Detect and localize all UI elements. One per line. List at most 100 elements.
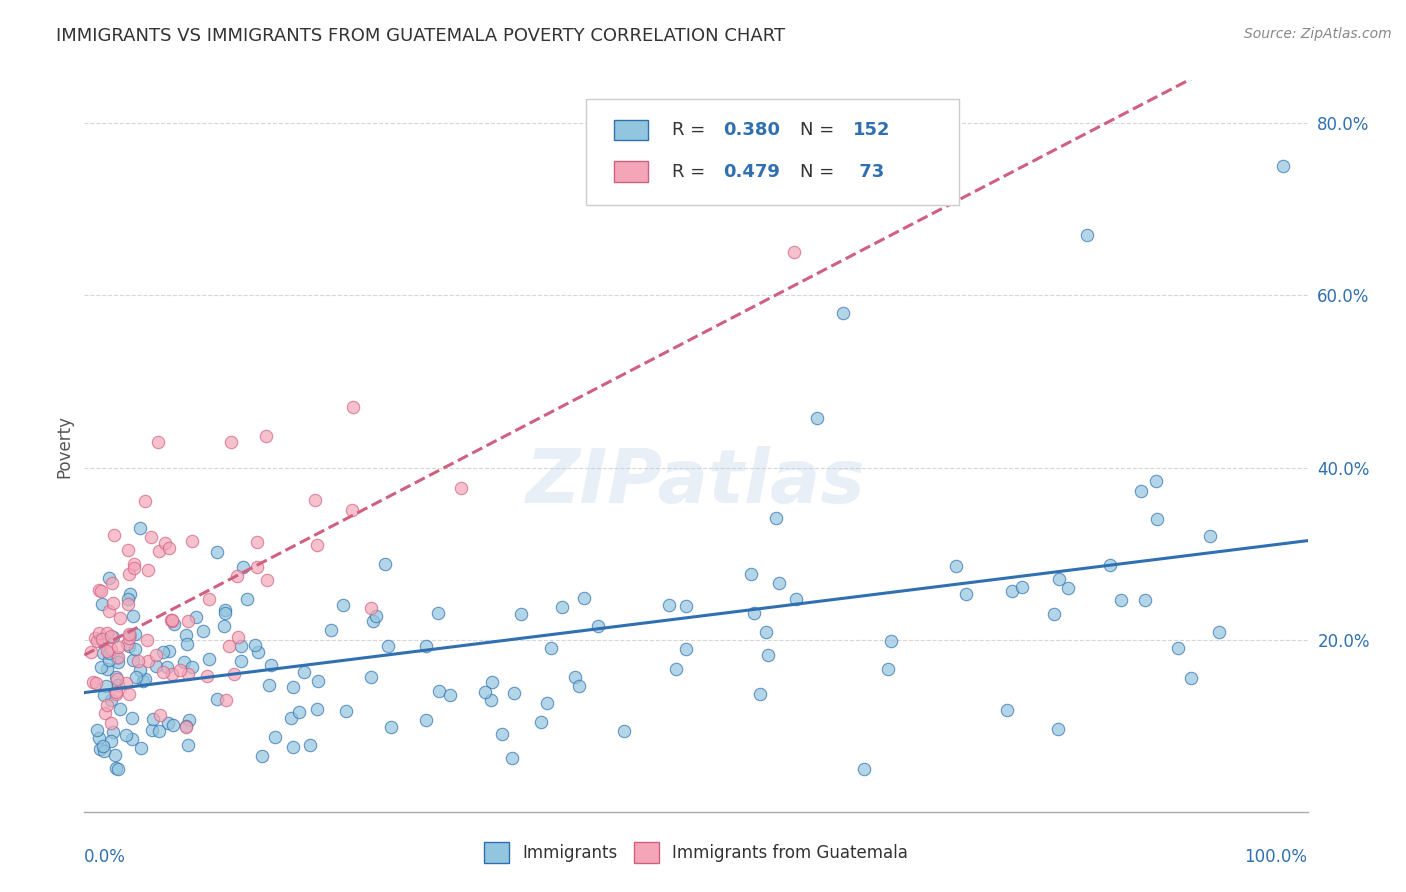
Point bbox=[160, 613, 183, 627]
Point bbox=[122, 557, 145, 571]
Point bbox=[503, 686, 526, 700]
Point bbox=[128, 521, 150, 535]
Point bbox=[740, 567, 762, 582]
Point bbox=[479, 692, 502, 706]
Text: N =: N = bbox=[800, 121, 839, 139]
Point bbox=[148, 723, 170, 738]
Point bbox=[136, 654, 159, 668]
Point bbox=[96, 698, 118, 712]
Point bbox=[96, 643, 118, 657]
Point bbox=[321, 623, 343, 637]
Point bbox=[115, 676, 138, 690]
Point bbox=[157, 541, 180, 555]
Point bbox=[586, 618, 609, 632]
Point bbox=[148, 544, 170, 558]
Point bbox=[450, 481, 472, 495]
Point bbox=[98, 571, 121, 585]
Point bbox=[287, 705, 309, 719]
Point bbox=[783, 245, 806, 260]
Point bbox=[89, 582, 111, 597]
Point bbox=[1272, 159, 1295, 173]
Point bbox=[765, 510, 787, 524]
Point bbox=[307, 538, 329, 552]
Point bbox=[1043, 607, 1066, 622]
Point bbox=[124, 641, 146, 656]
Point bbox=[1208, 625, 1230, 640]
Point bbox=[156, 660, 179, 674]
Point bbox=[224, 667, 246, 681]
Point bbox=[86, 633, 108, 648]
Point bbox=[122, 561, 145, 575]
Point bbox=[191, 624, 214, 639]
Point bbox=[1011, 580, 1033, 594]
Point bbox=[101, 576, 124, 591]
Point bbox=[104, 684, 127, 698]
Point bbox=[195, 668, 218, 682]
Point bbox=[744, 606, 766, 620]
Point bbox=[214, 619, 236, 633]
Point bbox=[136, 563, 159, 577]
Point bbox=[551, 600, 574, 615]
Point bbox=[995, 703, 1018, 717]
Point bbox=[120, 628, 142, 642]
Point bbox=[107, 678, 129, 692]
Point bbox=[332, 598, 354, 612]
Point bbox=[163, 616, 186, 631]
Point bbox=[340, 502, 363, 516]
Point bbox=[104, 747, 127, 762]
Point bbox=[101, 596, 124, 610]
Point bbox=[536, 696, 558, 710]
Point bbox=[157, 716, 180, 731]
Point bbox=[107, 762, 129, 776]
Point bbox=[100, 630, 122, 644]
Point bbox=[100, 734, 122, 748]
Point bbox=[247, 645, 270, 659]
Point bbox=[100, 642, 122, 657]
Point bbox=[945, 559, 967, 574]
Point bbox=[129, 663, 152, 677]
Point bbox=[215, 693, 238, 707]
Point bbox=[162, 615, 184, 629]
Point bbox=[198, 651, 221, 665]
Point bbox=[806, 411, 828, 425]
Point bbox=[89, 741, 111, 756]
Point bbox=[100, 692, 122, 706]
FancyBboxPatch shape bbox=[586, 99, 959, 204]
Point bbox=[205, 692, 228, 706]
Y-axis label: Poverty: Poverty bbox=[55, 415, 73, 477]
Point bbox=[342, 401, 364, 415]
Point bbox=[232, 560, 254, 574]
Point bbox=[1133, 593, 1156, 607]
Point bbox=[360, 601, 382, 615]
Point bbox=[785, 592, 807, 607]
Point bbox=[90, 660, 112, 674]
Point bbox=[90, 632, 112, 646]
Point bbox=[129, 741, 152, 756]
Point bbox=[117, 567, 139, 582]
Point bbox=[246, 559, 269, 574]
Point bbox=[176, 614, 198, 628]
Point bbox=[181, 660, 204, 674]
Point bbox=[853, 762, 876, 776]
Point bbox=[180, 534, 202, 549]
Text: IMMIGRANTS VS IMMIGRANTS FROM GUATEMALA POVERTY CORRELATION CHART: IMMIGRANTS VS IMMIGRANTS FROM GUATEMALA … bbox=[56, 27, 786, 45]
Point bbox=[117, 542, 139, 557]
Point bbox=[198, 591, 221, 606]
Point bbox=[1076, 228, 1098, 243]
Point bbox=[105, 670, 128, 684]
Point bbox=[91, 739, 114, 753]
Point bbox=[250, 748, 273, 763]
Point bbox=[117, 592, 139, 607]
Point bbox=[675, 641, 697, 656]
Point bbox=[304, 493, 326, 508]
Point bbox=[153, 536, 176, 550]
Point bbox=[263, 731, 285, 745]
Point bbox=[100, 715, 122, 730]
Point bbox=[214, 603, 236, 617]
Point bbox=[879, 634, 901, 648]
Point bbox=[90, 632, 112, 647]
Point bbox=[540, 640, 562, 655]
Point bbox=[254, 429, 277, 443]
Point bbox=[97, 604, 120, 618]
Point bbox=[173, 655, 195, 669]
